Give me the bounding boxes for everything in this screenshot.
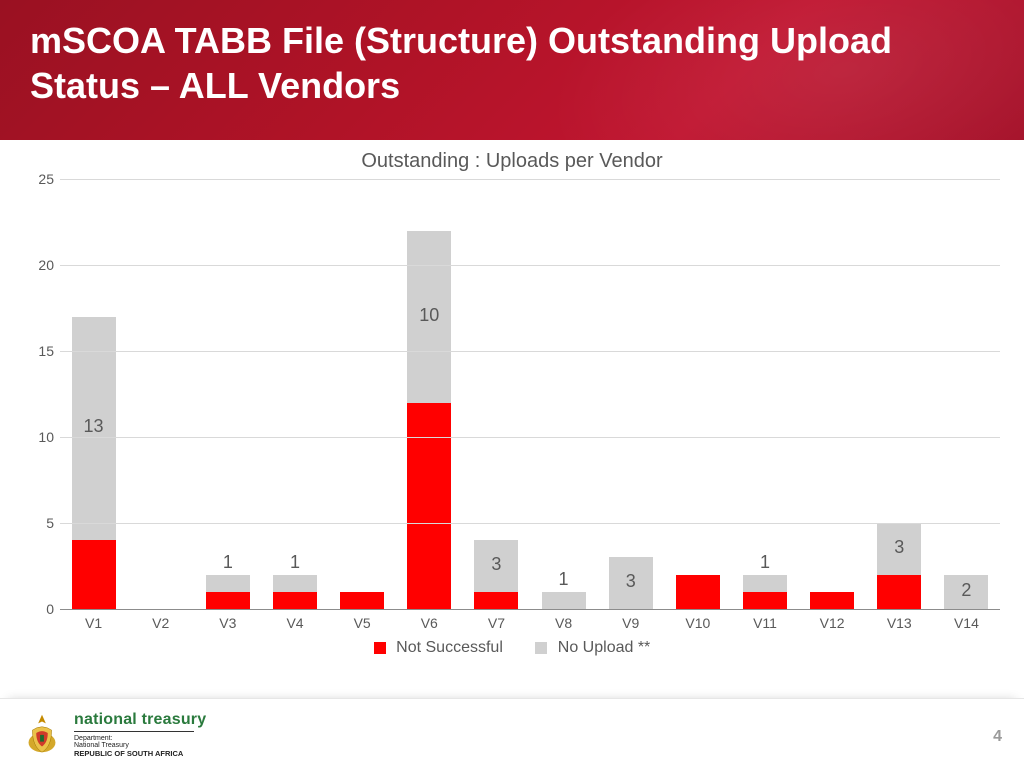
legend-label-not-successful: Not Successful	[396, 639, 503, 656]
bar-segment	[810, 592, 854, 609]
bar-segment	[542, 592, 586, 609]
bar-data-label: 10	[407, 305, 451, 326]
dept-line1: Department:	[74, 735, 206, 743]
x-tick-label: V1	[72, 615, 116, 631]
legend-item-no-upload: No Upload **	[535, 639, 650, 657]
legend-label-no-upload: No Upload **	[558, 639, 651, 656]
x-tick-label: V4	[273, 615, 317, 631]
x-tick-label: V6	[407, 615, 451, 631]
bar-segment	[743, 592, 787, 609]
bar-data-label: 3	[877, 537, 921, 558]
legend-item-not-successful: Not Successful	[374, 639, 503, 657]
x-tick-label: V8	[542, 615, 586, 631]
bar-segment	[407, 403, 451, 609]
y-tick-label: 15	[38, 343, 54, 359]
bar-group: 1	[743, 179, 787, 609]
y-tick-label: 10	[38, 429, 54, 445]
x-tick-label: V7	[474, 615, 518, 631]
bar-segment	[273, 592, 317, 609]
y-axis: 0510152025	[20, 179, 60, 609]
chart-plot-area: 0510152025 131110313132	[60, 179, 1000, 609]
x-tick-label: V13	[877, 615, 921, 631]
gridline	[60, 179, 1000, 180]
divider	[74, 731, 194, 732]
country: REPUBLIC OF SOUTH AFRICA	[74, 750, 206, 758]
bar-segment	[206, 592, 250, 609]
footer: national treasury Department: National T…	[0, 698, 1024, 768]
x-tick-label: V2	[139, 615, 183, 631]
bar-data-label: 3	[474, 554, 518, 575]
chart-container: Outstanding : Uploads per Vendor 0 5 10 15 2…	[20, 150, 1004, 690]
bar-group	[676, 179, 720, 609]
y-tick-label: 25	[38, 171, 54, 187]
x-tick-label: V10	[676, 615, 720, 631]
y-tick-label: 0	[46, 601, 54, 617]
bar-segment	[206, 575, 250, 592]
bar-data-label: 1	[273, 552, 317, 573]
bar-data-label: 2	[944, 580, 988, 601]
x-tick-label: V9	[609, 615, 653, 631]
chart-title: Outstanding : Uploads per Vendor	[20, 150, 1004, 173]
bar-group	[340, 179, 384, 609]
bar-group: 3	[877, 179, 921, 609]
bar-group: 10	[407, 179, 451, 609]
chart-legend: Not Successful No Upload **	[20, 639, 1004, 657]
gridline	[60, 265, 1000, 266]
x-tick-label: V14	[944, 615, 988, 631]
gridline	[60, 437, 1000, 438]
x-tick-label: V12	[810, 615, 854, 631]
bar-segment	[72, 540, 116, 609]
bar-group: 1	[273, 179, 317, 609]
x-tick-label: V3	[206, 615, 250, 631]
page-number: 4	[993, 728, 1002, 746]
bar-segment	[273, 575, 317, 592]
gridline	[60, 351, 1000, 352]
bar-data-label: 13	[72, 416, 116, 437]
bar-group	[139, 179, 183, 609]
bar-group: 2	[944, 179, 988, 609]
slide: mSCOA TABB File (Structure) Outstanding …	[0, 0, 1024, 768]
bar-group: 13	[72, 179, 116, 609]
bar-data-label: 3	[609, 571, 653, 592]
slide-title: mSCOA TABB File (Structure) Outstanding …	[30, 18, 994, 108]
legend-swatch-no-upload	[535, 642, 547, 654]
coat-of-arms-icon	[18, 709, 66, 757]
bar-group: 1	[206, 179, 250, 609]
legend-swatch-not-successful	[374, 642, 386, 654]
bar-data-label: 1	[542, 569, 586, 590]
bar-data-label: 1	[743, 552, 787, 573]
title-banner: mSCOA TABB File (Structure) Outstanding …	[0, 0, 1024, 140]
y-tick-label: 20	[38, 257, 54, 273]
department-block: national treasury Department: National T…	[74, 711, 206, 758]
y-tick-label: 5	[46, 515, 54, 531]
bar-data-label: 1	[206, 552, 250, 573]
chart-bars: 131110313132	[60, 179, 1000, 609]
bar-segment	[340, 592, 384, 609]
x-tick-label: V11	[743, 615, 787, 631]
bar-segment	[474, 592, 518, 609]
x-axis-labels: V1 V2 V3 V4 V5 V6 V7 V8 V9 V10 V11 V12 V13 V14	[60, 609, 1000, 633]
org-name: national treasury	[74, 711, 206, 729]
bar-group	[810, 179, 854, 609]
bar-group: 3	[474, 179, 518, 609]
gridline	[60, 523, 1000, 524]
bar-group: 3	[609, 179, 653, 609]
x-tick-label: V5	[340, 615, 384, 631]
bar-segment	[743, 575, 787, 592]
bar-segment	[676, 575, 720, 609]
bar-segment	[877, 575, 921, 609]
bar-group: 1	[542, 179, 586, 609]
